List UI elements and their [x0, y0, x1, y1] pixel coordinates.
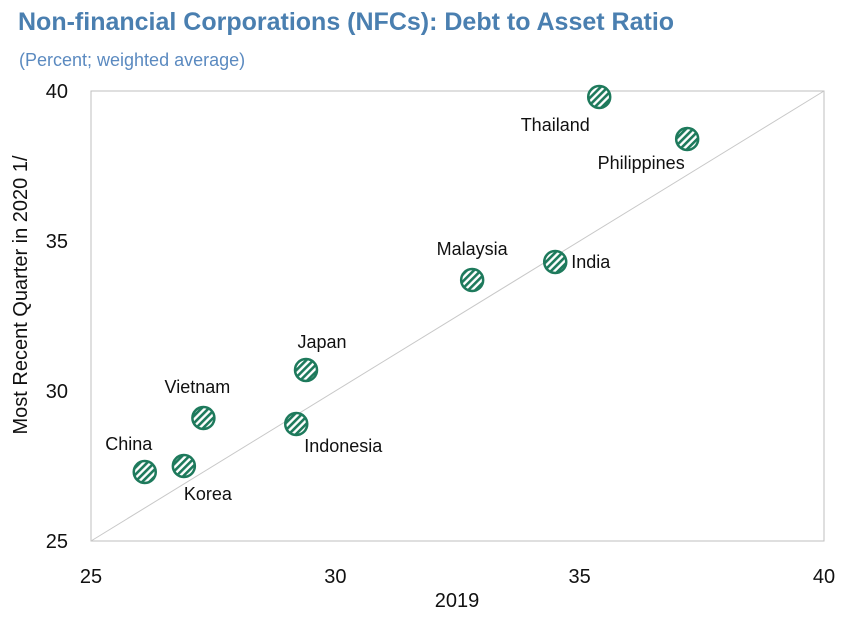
chart-subtitle: (Percent; weighted average) [19, 50, 246, 70]
x-tick-label: 35 [569, 566, 591, 588]
data-point-label: Philippines [598, 153, 685, 173]
data-point-marker [459, 267, 485, 293]
data-point-marker [586, 84, 612, 110]
data-point-label: Indonesia [304, 436, 383, 456]
data-point-label: India [571, 252, 611, 272]
data-point-label: China [105, 434, 153, 454]
y-axis-ticks: 25 30 35 40 [46, 81, 68, 553]
data-point-marker [293, 357, 319, 383]
x-axis-title: 2019 [435, 590, 480, 612]
data-point-label: Korea [184, 484, 233, 504]
data-point-marker [542, 249, 568, 275]
y-tick-label: 25 [46, 531, 68, 553]
data-point-marker [283, 411, 309, 437]
data-point-label: Japan [297, 332, 346, 352]
data-point-label: Thailand [521, 115, 590, 135]
y-tick-label: 40 [46, 81, 68, 103]
data-points: China Korea Vietnam Indonesia Japan Malaysia I… [105, 84, 700, 504]
data-point-marker [132, 459, 158, 485]
y-axis-title: Most Recent Quarter in 2020 1/ [10, 155, 32, 434]
x-tick-label: 25 [80, 566, 102, 588]
data-point-label: Malaysia [437, 239, 509, 259]
reference-line [90, 90, 825, 542]
data-point-marker [674, 126, 700, 152]
x-tick-label: 40 [813, 566, 835, 588]
y-tick-label: 30 [46, 381, 68, 403]
chart-title: Non-financial Corporations (NFCs): Debt … [18, 8, 675, 36]
data-point-label: Vietnam [165, 377, 231, 397]
y-tick-label: 35 [46, 231, 68, 253]
data-point-marker [191, 405, 216, 431]
data-point-marker [171, 453, 197, 479]
x-axis-ticks: 25 30 35 40 [80, 566, 835, 588]
x-tick-label: 30 [324, 566, 346, 588]
